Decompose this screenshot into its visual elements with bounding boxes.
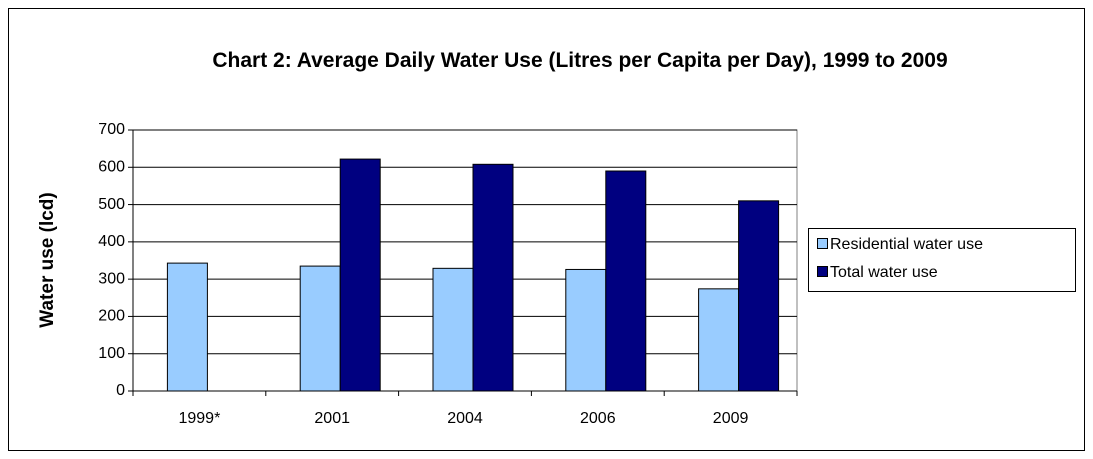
bar — [166, 262, 208, 392]
bar — [432, 267, 474, 392]
x-tick-label: 2006 — [580, 410, 616, 427]
x-tick-label: 1999* — [178, 410, 220, 427]
y-tick-label: 400 — [98, 233, 125, 250]
bar — [472, 163, 514, 392]
legend-item: Total water use — [817, 263, 938, 283]
bar — [299, 265, 341, 392]
bar — [698, 288, 740, 392]
y-tick-label: 700 — [98, 121, 125, 138]
bar — [339, 158, 381, 392]
y-tick-label: 100 — [98, 345, 125, 362]
legend-label: Residential water use — [830, 236, 983, 253]
x-tick-label: 2004 — [447, 410, 483, 427]
y-axis-label: Water use (lcd) — [37, 192, 58, 328]
y-tick-label: 0 — [116, 382, 125, 399]
y-tick-label: 600 — [98, 159, 125, 176]
legend: Residential water use Total water use — [808, 228, 1076, 292]
legend-item: Residential water use — [817, 235, 983, 255]
y-tick-label: 300 — [98, 270, 125, 287]
legend-swatch — [817, 238, 828, 249]
x-tick-label: 2001 — [314, 410, 350, 427]
bar — [565, 268, 607, 392]
x-tick-label: 2009 — [713, 410, 749, 427]
legend-swatch — [817, 266, 828, 277]
y-tick-label: 200 — [98, 308, 125, 325]
bar — [738, 200, 780, 392]
legend-label: Total water use — [830, 264, 938, 281]
bar — [605, 170, 647, 392]
y-tick-label: 500 — [98, 196, 125, 213]
chart-title: Chart 2: Average Daily Water Use (Litres… — [212, 49, 948, 72]
